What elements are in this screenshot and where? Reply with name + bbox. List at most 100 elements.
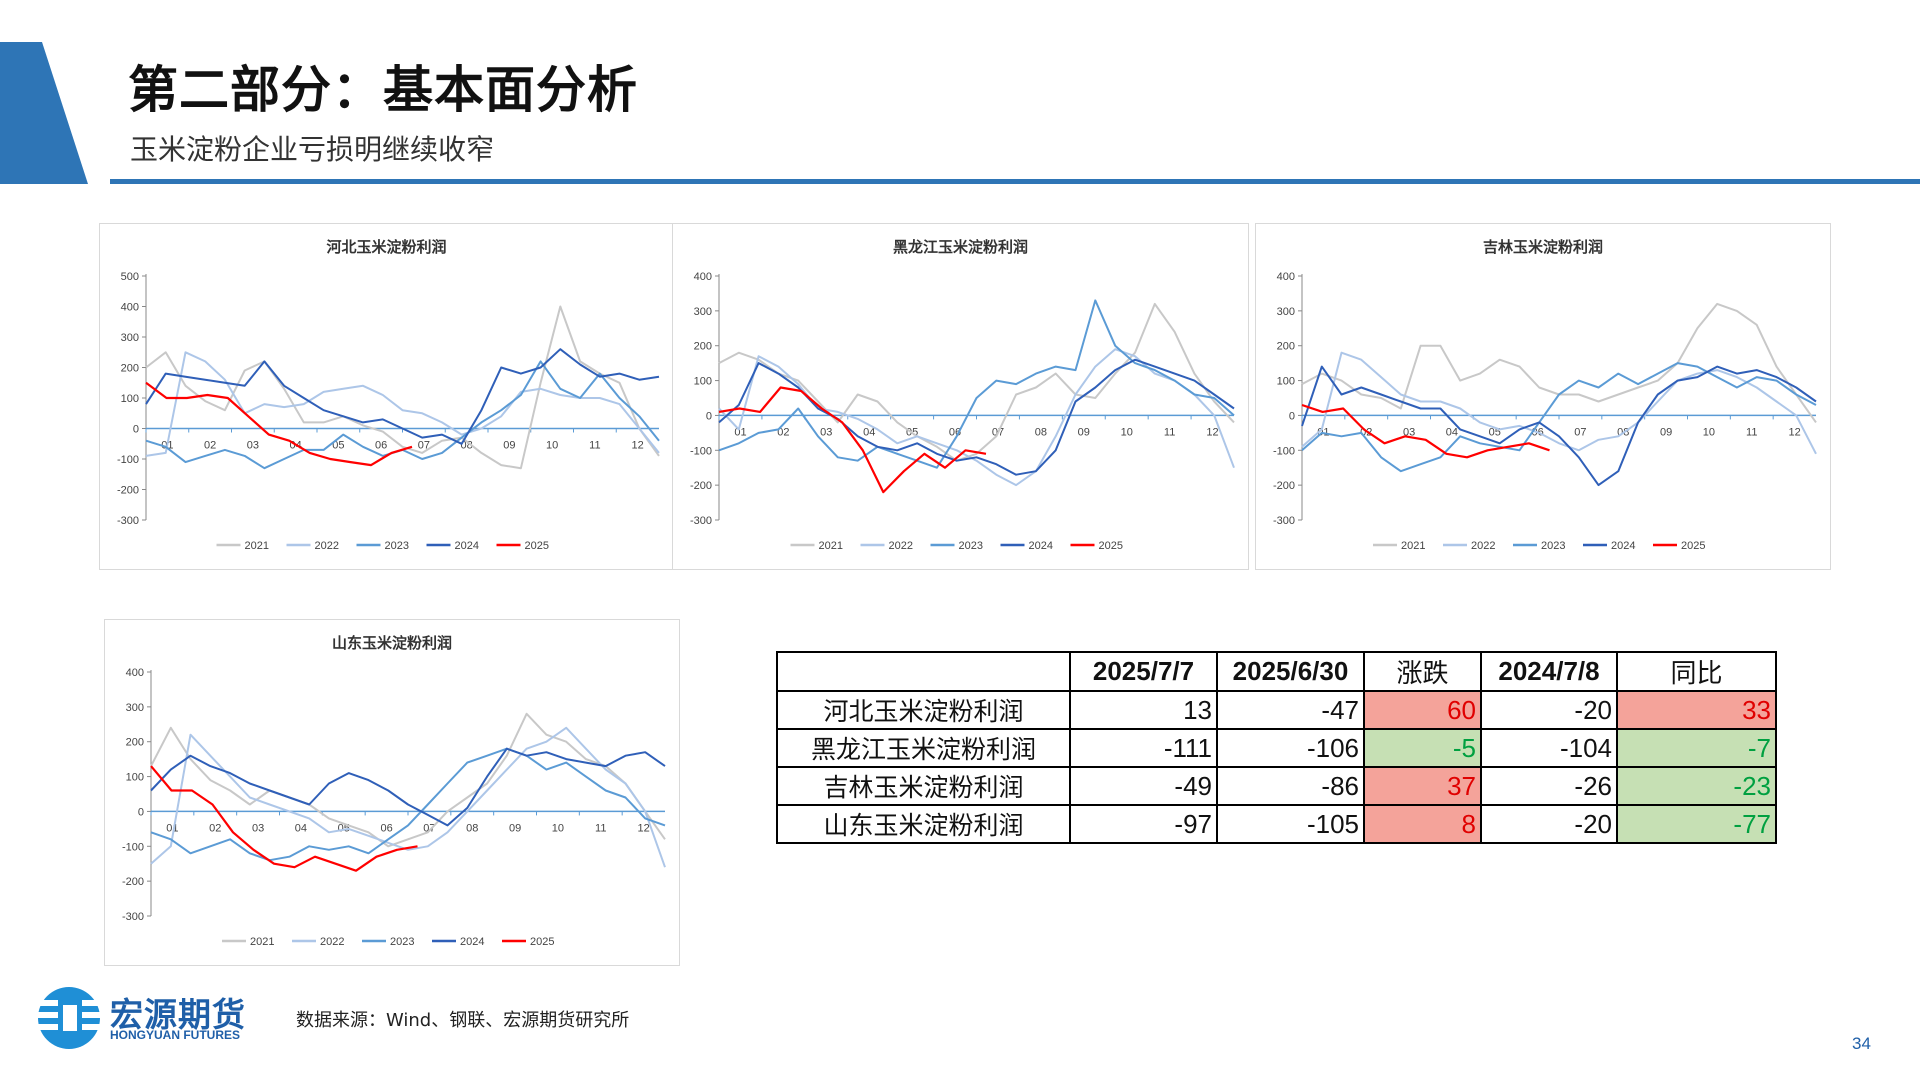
- table-cell: -26: [1480, 766, 1618, 806]
- table-cell-change: 37: [1363, 766, 1482, 806]
- x-tick-label: 11: [1164, 426, 1175, 438]
- y-tick-label: -200: [1273, 480, 1295, 492]
- x-tick-label: 06: [380, 822, 392, 834]
- legend-label: 2024: [1029, 540, 1053, 552]
- x-tick-label: 12: [632, 440, 644, 452]
- chart-hebei: 河北玉米淀粉利润 -300 -200 -100 0 100 200 300 400 500 01 02…: [99, 223, 674, 570]
- series-line-2022: [145, 351, 660, 457]
- x-tick-label: 10: [1703, 426, 1715, 438]
- y-tick-label: 200: [121, 363, 139, 375]
- table-header-cell: 同比: [1616, 651, 1777, 692]
- y-tick-label: 100: [121, 393, 139, 405]
- chart-shandong: 山东玉米淀粉利润 -300 -200 -100 0 100 200 300 400 01 02 03 0…: [104, 619, 680, 966]
- chart-heilongjiang: 黑龙江玉米淀粉利润 -300 -200 -100 0 100 200 300 400 01 02 03…: [672, 223, 1249, 570]
- x-tick-label: 08: [1035, 426, 1047, 438]
- legend-label: 2023: [1541, 540, 1565, 552]
- y-tick-label: 400: [1277, 271, 1295, 283]
- hongyuan-logo-icon: [36, 987, 106, 1049]
- x-tick-label: 09: [1078, 426, 1090, 438]
- table-cell: -104: [1480, 728, 1618, 768]
- x-tick-label: 09: [503, 440, 515, 452]
- series-line-2024: [145, 348, 660, 445]
- legend-label: 2024: [1611, 540, 1635, 552]
- x-tick-label: 12: [637, 822, 649, 834]
- x-tick-label: 11: [589, 440, 600, 452]
- x-tick-label: 11: [595, 822, 606, 834]
- legend-label: 2025: [1099, 540, 1123, 552]
- table-header-cell: 涨跌: [1363, 651, 1482, 692]
- series-line-2023: [718, 299, 1235, 469]
- y-tick-label: 100: [1277, 376, 1295, 388]
- chart-title: 吉林玉米淀粉利润: [1483, 238, 1603, 256]
- x-tick-label: 07: [418, 440, 430, 452]
- table-cell-yoy: -77: [1616, 804, 1777, 844]
- y-tick-label: 0: [1289, 410, 1295, 422]
- series-line-2022: [1301, 351, 1817, 455]
- table-header-cell: 2024/7/8: [1480, 651, 1618, 692]
- y-tick-label: 300: [694, 306, 712, 318]
- legend-label: 2023: [959, 540, 983, 552]
- table-row: 吉林玉米淀粉利润 -49 -86 37 -26 -23: [776, 766, 1777, 806]
- x-tick-label: 03: [247, 440, 259, 452]
- table-cell: -20: [1480, 690, 1618, 730]
- table-cell-yoy: -23: [1616, 766, 1777, 806]
- y-tick-label: 0: [133, 424, 139, 436]
- table-header-cell: [776, 651, 1071, 692]
- legend-label: 2023: [385, 540, 409, 552]
- table-header-cell: 2025/7/7: [1069, 651, 1218, 692]
- y-tick-label: -100: [122, 841, 144, 853]
- y-tick-label: -200: [690, 480, 712, 492]
- chart-title: 山东玉米淀粉利润: [332, 634, 452, 652]
- x-tick-label: 11: [1746, 426, 1757, 438]
- legend-label: 2021: [819, 540, 843, 552]
- x-tick-label: 07: [423, 822, 435, 834]
- x-tick-label: 02: [777, 426, 789, 438]
- x-tick-label: 06: [375, 440, 387, 452]
- header-accent-shape: [0, 42, 88, 184]
- series-line-2021: [1301, 302, 1817, 423]
- y-tick-label: 500: [121, 271, 139, 283]
- x-tick-label: 04: [863, 426, 875, 438]
- y-tick-label: -200: [122, 876, 144, 888]
- y-tick-label: 0: [138, 806, 144, 818]
- legend-label: 2025: [525, 540, 549, 552]
- table-row-label: 黑龙江玉米淀粉利润: [776, 728, 1071, 768]
- x-tick-label: 01: [734, 426, 746, 438]
- table-row: 黑龙江玉米淀粉利润 -111 -106 -5 -104 -7: [776, 728, 1777, 768]
- table-cell-yoy: 33: [1616, 690, 1777, 730]
- series-line-2024: [150, 747, 666, 827]
- table-cell: -86: [1216, 766, 1365, 806]
- legend-label: 2022: [889, 540, 913, 552]
- table-cell: -97: [1069, 804, 1218, 844]
- x-tick-label: 10: [552, 822, 564, 834]
- table-header-cell: 2025/6/30: [1216, 651, 1365, 692]
- series-line-2025: [1301, 403, 1550, 459]
- table-header-row: 2025/7/7 2025/6/30 涨跌 2024/7/8 同比: [776, 651, 1777, 692]
- chart-title: 河北玉米淀粉利润: [326, 238, 446, 256]
- x-tick-label: 09: [1660, 426, 1672, 438]
- y-tick-label: 200: [1277, 341, 1295, 353]
- table-row: 山东玉米淀粉利润 -97 -105 8 -20 -77: [776, 804, 1777, 844]
- y-tick-label: 400: [126, 667, 144, 679]
- x-tick-label: 09: [509, 822, 521, 834]
- page-title: 第二部分：基本面分析: [128, 61, 638, 119]
- page-subtitle: 玉米淀粉企业亏损明继续收窄: [130, 133, 495, 166]
- table-cell-change: 8: [1363, 804, 1482, 844]
- table-row: 河北玉米淀粉利润 13 -47 60 -20 33: [776, 690, 1777, 730]
- legend-label: 2024: [460, 936, 484, 948]
- series-line-2024: [1301, 365, 1817, 487]
- x-tick-label: 10: [1121, 426, 1133, 438]
- table-cell: -49: [1069, 766, 1218, 806]
- table-cell: -20: [1480, 804, 1618, 844]
- y-tick-label: -100: [1273, 445, 1295, 457]
- series-line-2025: [145, 381, 413, 467]
- table-cell: 13: [1069, 690, 1218, 730]
- x-tick-label: 02: [204, 440, 216, 452]
- y-tick-label: -300: [117, 515, 139, 527]
- y-tick-label: 0: [706, 410, 712, 422]
- y-tick-label: 300: [121, 332, 139, 344]
- legend-label: 2021: [1401, 540, 1425, 552]
- y-tick-label: 300: [126, 702, 144, 714]
- y-tick-label: -300: [122, 911, 144, 923]
